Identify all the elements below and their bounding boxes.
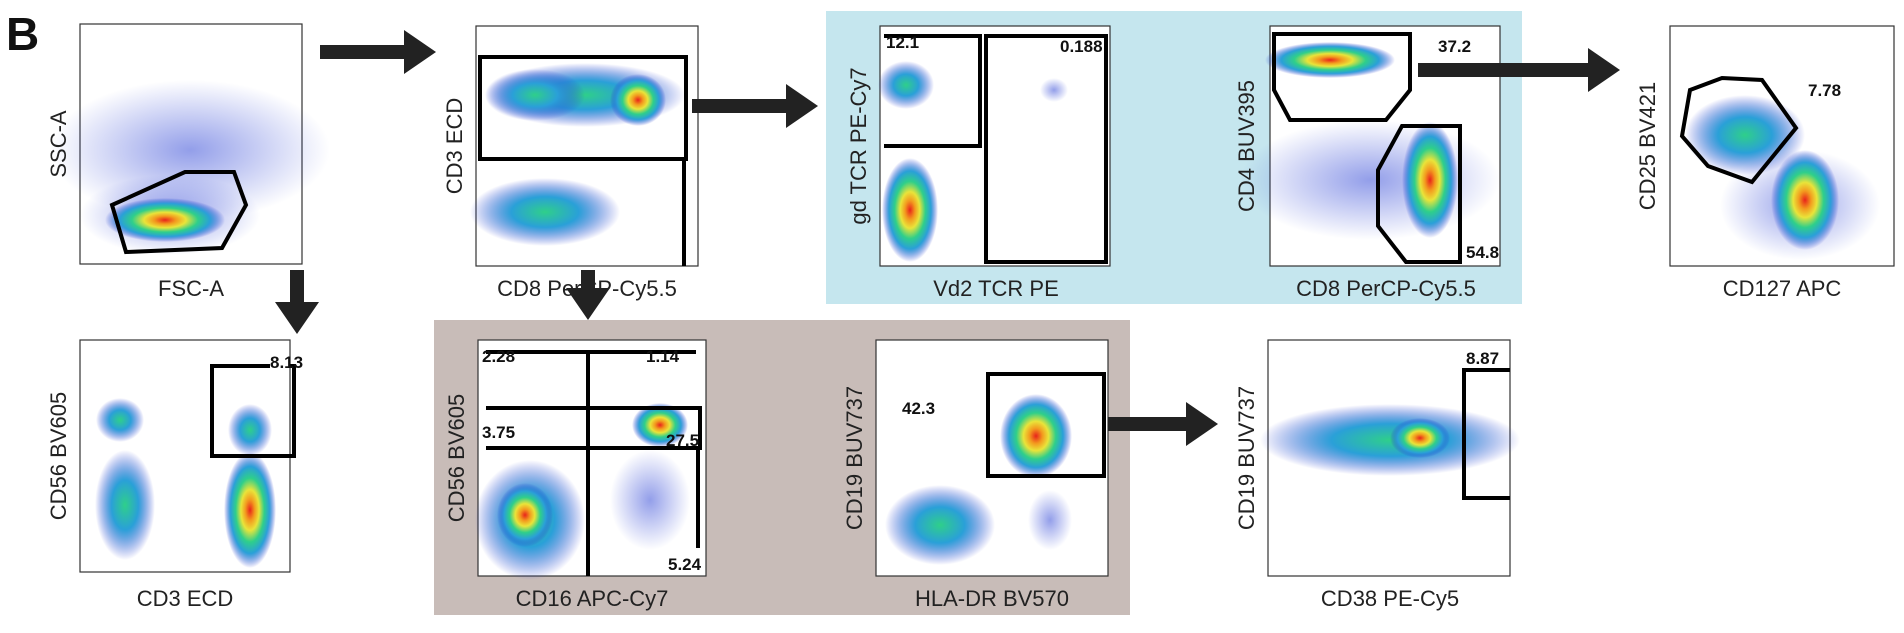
arrow-cd19-to-cd38 — [1108, 402, 1218, 446]
gate-value: 1.14 — [646, 347, 680, 366]
quadrant-h-mid — [486, 406, 702, 450]
xlabel: FSC-A — [158, 276, 224, 301]
xlabel: CD3 ECD — [137, 586, 234, 611]
gate-value: 8.87 — [1466, 349, 1499, 368]
plot-vd2-gdtcr: 12.1 0.188 Vd2 TCR PE gd TCR PE-Cy7 — [846, 25, 1111, 301]
gate-value: 2.28 — [482, 347, 515, 366]
plot-cd16-cd56: 2.28 1.14 3.75 27.5 5.24 CD16 APC-Cy7 CD… — [444, 339, 707, 611]
ylabel: SSC-A — [46, 110, 71, 178]
plot-cd38-cd19: 8.87 CD38 PE-Cy5 CD19 BUV737 — [1234, 339, 1520, 611]
gate-value: 7.78 — [1808, 81, 1841, 100]
ylabel: CD19 BUV737 — [1234, 386, 1259, 530]
plot-fsc-ssc: FSC-A SSC-A — [46, 23, 330, 301]
xlabel: CD8 PerCP-Cy5.5 — [1296, 276, 1476, 301]
arrow-fsc-to-cd3 — [320, 30, 436, 74]
gate-value: 27.5 — [666, 431, 699, 450]
gate-value: 8.13 — [270, 353, 303, 372]
ylabel: CD56 BV605 — [46, 392, 71, 520]
arrow-fsc-to-cd56 — [275, 270, 319, 334]
xlabel: CD16 APC-Cy7 — [516, 586, 669, 611]
gate-value: 3.75 — [482, 423, 515, 442]
ylabel: CD25 BV421 — [1635, 82, 1660, 210]
plasmablast-gate — [1462, 368, 1510, 500]
gate-value: 42.3 — [902, 399, 935, 418]
gate-value: 37.2 — [1438, 37, 1471, 56]
xlabel: Vd2 TCR PE — [933, 276, 1059, 301]
bcell-gate — [986, 372, 1106, 478]
nkt-gate — [210, 364, 296, 458]
plot-cd127-cd25: 7.78 CD127 APC CD25 BV421 — [1635, 25, 1895, 301]
gate-value: 54.8 — [1466, 243, 1499, 262]
ylabel: CD4 BUV395 — [1234, 80, 1259, 212]
ylabel: gd TCR PE-Cy7 — [846, 67, 871, 224]
cd4-gate — [1272, 32, 1412, 122]
plot-cd8-cd3: CD8 PerCP-Cy5.5 CD3 ECD — [442, 25, 699, 301]
xlabel: HLA-DR BV570 — [915, 586, 1069, 611]
treg-gate — [1679, 75, 1799, 185]
xlabel: CD38 PE-Cy5 — [1321, 586, 1459, 611]
plot-cd3-cd56: 8.13 CD3 ECD CD56 BV605 — [46, 339, 303, 611]
ylabel: CD56 BV605 — [444, 394, 469, 522]
arrow-cd4-to-cd25 — [1418, 48, 1620, 92]
gate-value: 12.1 — [886, 33, 919, 52]
ylabel: CD3 ECD — [442, 98, 467, 195]
gate-value: 5.24 — [668, 555, 702, 574]
vd2-gate — [984, 34, 1108, 264]
plot-hladr-cd19: 42.3 HLA-DR BV570 CD19 BUV737 — [842, 339, 1109, 611]
ylabel: CD19 BUV737 — [842, 386, 867, 530]
lymphocyte-gate — [109, 170, 249, 255]
cd3-negative-gate — [480, 157, 686, 266]
gate-value: 0.188 — [1060, 37, 1103, 56]
arrow-cd3-to-gdtcr — [692, 84, 818, 128]
cd8-gate — [1376, 124, 1462, 264]
arrow-cd3-to-cd16 — [566, 270, 610, 320]
panel-letter: B — [6, 8, 39, 60]
xlabel: CD127 APC — [1723, 276, 1842, 301]
